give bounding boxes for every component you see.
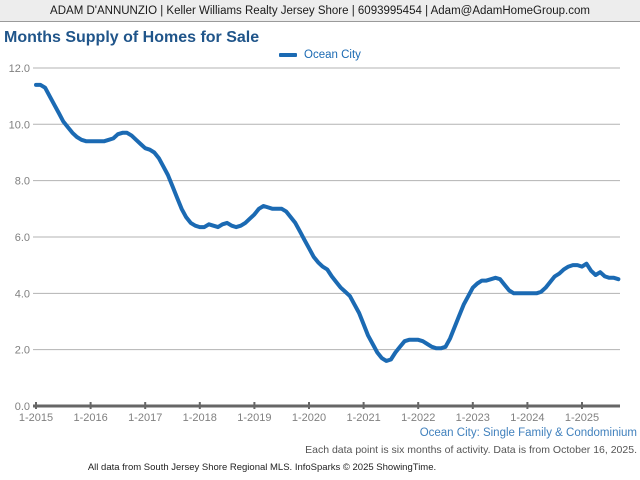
svg-text:1-2020: 1-2020 (292, 412, 326, 424)
svg-text:1-2023: 1-2023 (456, 412, 490, 424)
svg-text:1-2018: 1-2018 (183, 412, 217, 424)
data-footnote: Each data point is six months of activit… (305, 444, 637, 456)
svg-text:1-2015: 1-2015 (19, 412, 53, 424)
svg-text:6.0: 6.0 (15, 232, 30, 244)
svg-text:1-2017: 1-2017 (128, 412, 162, 424)
legend-line-swatch (279, 53, 298, 57)
svg-text:1-2024: 1-2024 (510, 412, 544, 424)
svg-text:1-2021: 1-2021 (346, 412, 380, 424)
svg-text:1-2019: 1-2019 (237, 412, 271, 424)
svg-text:12.0: 12.0 (9, 63, 30, 75)
legend-item-ocean-city[interactable]: Ocean City (0, 48, 640, 62)
svg-text:1-2022: 1-2022 (401, 412, 435, 424)
svg-text:1-2016: 1-2016 (73, 412, 107, 424)
svg-text:8.0: 8.0 (15, 176, 30, 188)
series-footnote: Ocean City: Single Family & Condominium (419, 427, 637, 439)
svg-text:4.0: 4.0 (15, 288, 30, 300)
chart-title: Months Supply of Homes for Sale (4, 29, 260, 46)
svg-text:1-2025: 1-2025 (565, 412, 599, 424)
contact-header: ADAM D'ANNUNZIO | Keller Williams Realty… (0, 0, 640, 22)
legend-label: Ocean City (304, 49, 361, 61)
attribution-footnote: All data from South Jersey Shore Regiona… (87, 462, 437, 473)
svg-text:0.0: 0.0 (15, 401, 30, 413)
contact-header-text: ADAM D'ANNUNZIO | Keller Williams Realty… (50, 4, 590, 17)
svg-text:2.0: 2.0 (15, 345, 30, 357)
ocean-city-series-line (34, 82, 621, 363)
svg-text:10.0: 10.0 (9, 119, 30, 131)
